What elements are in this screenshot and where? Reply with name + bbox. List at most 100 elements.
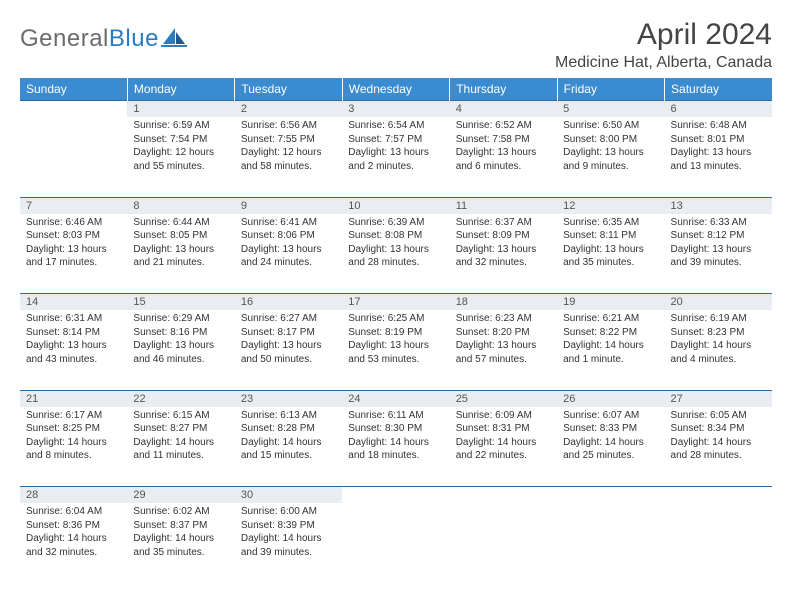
day-info-line: Daylight: 14 hours	[671, 436, 766, 450]
day-info-line: Sunset: 8:31 PM	[456, 422, 551, 436]
day-info-line: Sunset: 8:08 PM	[348, 229, 443, 243]
day-number-cell: 25	[450, 390, 557, 407]
day-info-line: Sunrise: 6:07 AM	[563, 409, 658, 423]
day-content-row: Sunrise: 6:04 AMSunset: 8:36 PMDaylight:…	[20, 503, 772, 583]
day-number-cell: 12	[557, 197, 664, 214]
day-info-line: Sunset: 8:37 PM	[133, 519, 228, 533]
day-info-line: Sunrise: 6:23 AM	[456, 312, 551, 326]
day-info-line: Sunset: 8:09 PM	[456, 229, 551, 243]
day-content-cell: Sunrise: 6:09 AMSunset: 8:31 PMDaylight:…	[450, 407, 557, 487]
day-info-line: Daylight: 14 hours	[26, 436, 121, 450]
day-info-line: Sunrise: 6:05 AM	[671, 409, 766, 423]
day-info-line: and 2 minutes.	[348, 160, 443, 174]
day-content-cell: Sunrise: 6:00 AMSunset: 8:39 PMDaylight:…	[235, 503, 342, 583]
day-info-line: Sunrise: 6:15 AM	[133, 409, 228, 423]
day-info-line: Daylight: 13 hours	[671, 146, 766, 160]
day-number-cell: 2	[235, 101, 342, 118]
day-number-cell: 6	[665, 101, 772, 118]
day-content-cell: Sunrise: 6:39 AMSunset: 8:08 PMDaylight:…	[342, 214, 449, 294]
day-info-line: and 15 minutes.	[241, 449, 336, 463]
day-number-cell: 13	[665, 197, 772, 214]
weekday-header: Wednesday	[342, 78, 449, 101]
day-info-line: Sunrise: 6:29 AM	[133, 312, 228, 326]
daynum-row: 21222324252627	[20, 390, 772, 407]
day-info-line: Sunrise: 6:19 AM	[671, 312, 766, 326]
header: GeneralBlue April 2024 Medicine Hat, Alb…	[20, 18, 772, 72]
day-info-line: Sunset: 8:33 PM	[563, 422, 658, 436]
day-info-line: Sunset: 7:57 PM	[348, 133, 443, 147]
weekday-header: Monday	[127, 78, 234, 101]
day-info-line: Daylight: 13 hours	[241, 339, 336, 353]
logo: GeneralBlue	[20, 24, 187, 53]
day-content-cell	[342, 503, 449, 583]
day-number-cell	[20, 101, 127, 118]
day-number-cell: 19	[557, 294, 664, 311]
day-info-line: and 25 minutes.	[563, 449, 658, 463]
day-info-line: Sunrise: 6:41 AM	[241, 216, 336, 230]
day-content-cell: Sunrise: 6:25 AMSunset: 8:19 PMDaylight:…	[342, 310, 449, 390]
day-content-cell	[20, 117, 127, 197]
day-info-line: and 39 minutes.	[671, 256, 766, 270]
day-info-line: Sunset: 8:28 PM	[241, 422, 336, 436]
calendar-table: Sunday Monday Tuesday Wednesday Thursday…	[20, 78, 772, 583]
day-info-line: Daylight: 13 hours	[241, 243, 336, 257]
day-info-line: Sunset: 7:55 PM	[241, 133, 336, 147]
day-info-line: and 13 minutes.	[671, 160, 766, 174]
day-info-line: and 57 minutes.	[456, 353, 551, 367]
day-content-cell: Sunrise: 6:23 AMSunset: 8:20 PMDaylight:…	[450, 310, 557, 390]
day-info-line: and 28 minutes.	[671, 449, 766, 463]
day-info-line: Sunset: 8:22 PM	[563, 326, 658, 340]
day-info-line: Daylight: 14 hours	[563, 436, 658, 450]
day-number-cell: 1	[127, 101, 234, 118]
day-info-line: Sunset: 8:39 PM	[241, 519, 336, 533]
weekday-header: Friday	[557, 78, 664, 101]
day-content-cell: Sunrise: 6:29 AMSunset: 8:16 PMDaylight:…	[127, 310, 234, 390]
day-info-line: Sunset: 8:14 PM	[26, 326, 121, 340]
day-info-line: Sunset: 8:17 PM	[241, 326, 336, 340]
weekday-header: Sunday	[20, 78, 127, 101]
day-content-cell: Sunrise: 6:05 AMSunset: 8:34 PMDaylight:…	[665, 407, 772, 487]
day-info-line: Sunset: 8:06 PM	[241, 229, 336, 243]
day-info-line: Sunrise: 6:00 AM	[241, 505, 336, 519]
day-info-line: Sunset: 8:01 PM	[671, 133, 766, 147]
day-info-line: Daylight: 12 hours	[133, 146, 228, 160]
day-number-cell: 8	[127, 197, 234, 214]
day-info-line: Sunrise: 6:21 AM	[563, 312, 658, 326]
logo-text: GeneralBlue	[20, 25, 159, 53]
day-content-cell: Sunrise: 6:21 AMSunset: 8:22 PMDaylight:…	[557, 310, 664, 390]
day-number-cell	[342, 487, 449, 504]
day-content-cell: Sunrise: 6:44 AMSunset: 8:05 PMDaylight:…	[127, 214, 234, 294]
day-info-line: Daylight: 13 hours	[563, 146, 658, 160]
day-info-line: Sunset: 8:00 PM	[563, 133, 658, 147]
day-info-line: Daylight: 13 hours	[456, 339, 551, 353]
daynum-row: 282930	[20, 487, 772, 504]
day-info-line: Sunrise: 6:31 AM	[26, 312, 121, 326]
day-number-cell: 11	[450, 197, 557, 214]
day-info-line: Sunrise: 6:25 AM	[348, 312, 443, 326]
day-info-line: Daylight: 14 hours	[348, 436, 443, 450]
day-info-line: Daylight: 14 hours	[133, 436, 228, 450]
weekday-header-row: Sunday Monday Tuesday Wednesday Thursday…	[20, 78, 772, 101]
day-info-line: Daylight: 13 hours	[456, 243, 551, 257]
day-content-cell: Sunrise: 6:15 AMSunset: 8:27 PMDaylight:…	[127, 407, 234, 487]
day-info-line: Sunset: 8:16 PM	[133, 326, 228, 340]
day-info-line: Sunset: 8:36 PM	[26, 519, 121, 533]
day-info-line: Sunset: 8:19 PM	[348, 326, 443, 340]
day-number-cell: 29	[127, 487, 234, 504]
day-number-cell	[665, 487, 772, 504]
day-info-line: Sunset: 8:11 PM	[563, 229, 658, 243]
day-content-cell: Sunrise: 6:33 AMSunset: 8:12 PMDaylight:…	[665, 214, 772, 294]
daynum-row: 14151617181920	[20, 294, 772, 311]
day-info-line: Daylight: 13 hours	[133, 243, 228, 257]
day-content-cell: Sunrise: 6:54 AMSunset: 7:57 PMDaylight:…	[342, 117, 449, 197]
day-number-cell	[557, 487, 664, 504]
day-info-line: and 53 minutes.	[348, 353, 443, 367]
day-info-line: Sunrise: 6:37 AM	[456, 216, 551, 230]
day-number-cell	[450, 487, 557, 504]
day-info-line: Daylight: 14 hours	[563, 339, 658, 353]
day-number-cell: 23	[235, 390, 342, 407]
day-info-line: Daylight: 13 hours	[563, 243, 658, 257]
day-number-cell: 22	[127, 390, 234, 407]
day-number-cell: 3	[342, 101, 449, 118]
day-info-line: and 55 minutes.	[133, 160, 228, 174]
